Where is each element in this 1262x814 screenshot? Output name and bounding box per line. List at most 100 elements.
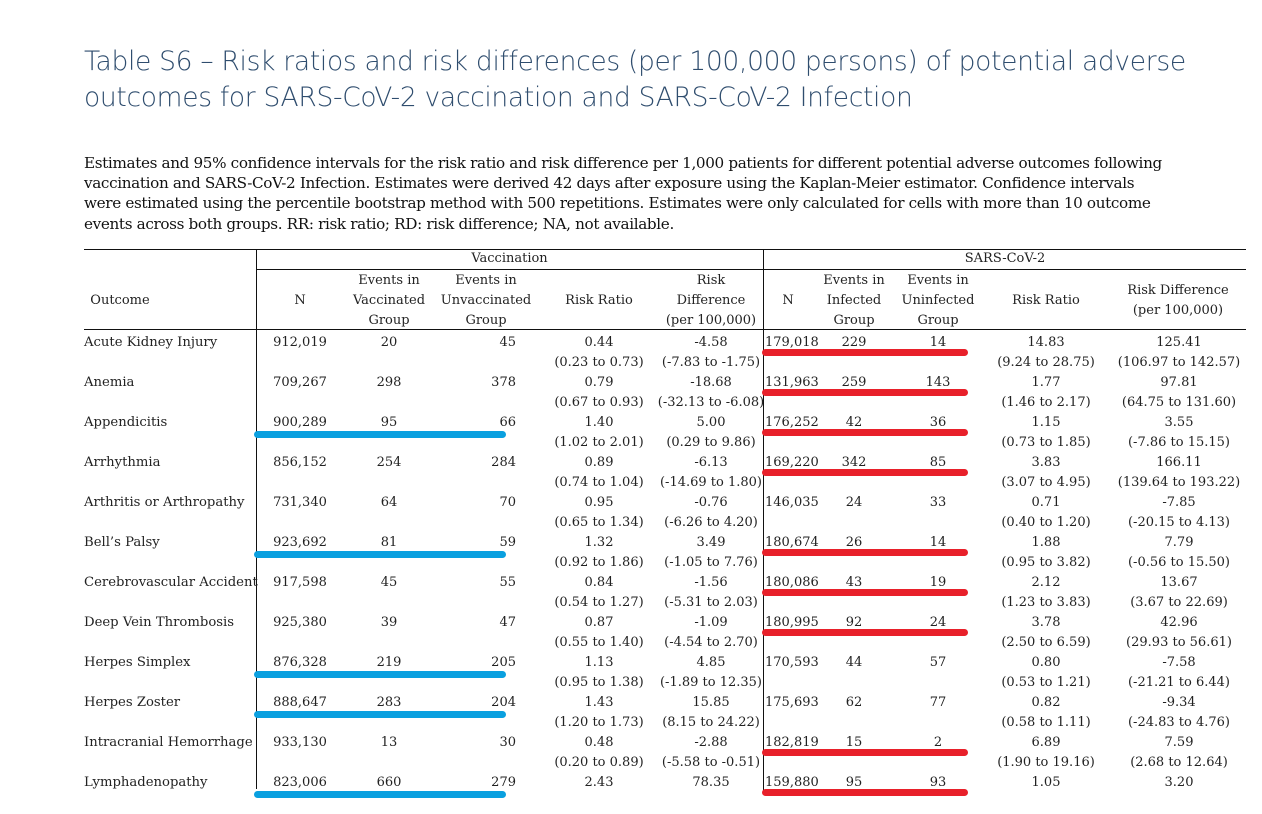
vax-risk-difference-ci-cell: (-1.05 to 7.76): [664, 555, 758, 570]
vax-risk-ratio-ci-cell: (1.02 to 2.01): [554, 435, 644, 450]
events-unvaccinated-cell: 30: [499, 735, 516, 750]
inf-risk-ratio-cell: 3.78: [1031, 615, 1061, 630]
events-uninfected-cell: 93: [929, 775, 947, 790]
outcome-cell: Intracranial Hemorrhage: [84, 735, 253, 750]
outcome-cell: Bell’s Palsy: [84, 535, 160, 550]
outcome-cell: Cerebrovascular Accident: [84, 575, 258, 590]
header-line: Infected: [826, 293, 882, 308]
inf-risk-ratio-ci-cell: (1.46 to 2.17): [1001, 395, 1091, 410]
vax-risk-difference-cell: 3.49: [696, 535, 726, 550]
events-infected-cell: 342: [841, 455, 867, 470]
header-line: Events in: [907, 273, 969, 288]
column-header-vax-risk-difference: Risk Difference (per 100,000): [659, 271, 763, 331]
header-line: Group: [833, 313, 875, 328]
vax-n-cell: 876,328: [273, 655, 327, 670]
column-header-inf-n: N: [782, 293, 794, 308]
events-infected-cell: 62: [845, 695, 863, 710]
events-uninfected-cell: 19: [929, 575, 947, 590]
inf-risk-difference-cell: 7.59: [1164, 735, 1194, 750]
header-line: Risk: [696, 273, 726, 288]
infection-highlight-underline: [762, 629, 968, 636]
vax-risk-difference-ci-cell: (-32.13 to -6.08): [657, 395, 765, 410]
vax-risk-ratio-ci-cell: (0.67 to 0.93): [554, 395, 644, 410]
vax-risk-difference-ci-cell: (-5.58 to -0.51): [661, 755, 761, 770]
inf-risk-ratio-ci-cell: (3.07 to 4.95): [1001, 475, 1091, 490]
vax-n-cell: 912,019: [273, 335, 327, 350]
vax-risk-ratio-cell: 1.32: [584, 535, 614, 550]
events-vaccinated-cell: 13: [380, 735, 398, 750]
header-line: Uninfected: [901, 293, 975, 308]
inf-risk-ratio-cell: 6.89: [1031, 735, 1061, 750]
inf-risk-ratio-ci-cell: (1.23 to 3.83): [1001, 595, 1091, 610]
vaccination-highlight-underline: [254, 791, 506, 798]
inf-risk-difference-cell: 97.81: [1160, 375, 1198, 390]
column-header-events-infected: Events in Infected Group: [816, 271, 892, 331]
outcome-cell: Deep Vein Thrombosis: [84, 615, 235, 630]
events-uninfected-cell: 14: [929, 335, 947, 350]
inf-n-cell: 180,995: [765, 615, 819, 630]
inf-risk-ratio-cell: 1.05: [1031, 775, 1061, 790]
outcome-cell: Arthritis or Arthropathy: [84, 495, 245, 510]
inf-n-cell: 182,819: [765, 735, 819, 750]
outcome-divider-body: [256, 329, 257, 789]
inf-risk-difference-ci-cell: (29.93 to 56.61): [1126, 635, 1232, 650]
events-infected-cell: 43: [845, 575, 863, 590]
events-uninfected-cell: 2: [933, 735, 943, 750]
table-title: Table S6 – Risk ratios and risk differen…: [84, 46, 1186, 113]
inf-risk-ratio-cell: 3.83: [1031, 455, 1061, 470]
inf-risk-difference-cell: 166.11: [1156, 455, 1202, 470]
inf-risk-difference-ci-cell: (-21.21 to 6.44): [1127, 675, 1230, 690]
inf-risk-difference-ci-cell: (-7.86 to 15.15): [1127, 435, 1230, 450]
inf-risk-ratio-ci-cell: (0.53 to 1.21): [1001, 675, 1091, 690]
infection-highlight-underline: [762, 389, 968, 396]
outcome-cell: Herpes Zoster: [84, 695, 181, 710]
events-unvaccinated-cell: 279: [491, 775, 516, 790]
inf-risk-difference-ci-cell: (106.97 to 142.57): [1117, 355, 1241, 370]
header-line: Events in: [358, 273, 420, 288]
infection-highlight-underline: [762, 749, 968, 756]
events-infected-cell: 95: [845, 775, 863, 790]
events-unvaccinated-cell: 45: [499, 335, 516, 350]
events-vaccinated-cell: 298: [376, 375, 402, 390]
events-uninfected-cell: 143: [925, 375, 951, 390]
table-caption: Estimates and 95% confidence intervals f…: [84, 154, 1162, 233]
vax-risk-difference-ci-cell: (-6.26 to 4.20): [664, 515, 758, 530]
inf-risk-difference-cell: 42.96: [1160, 615, 1198, 630]
group-header-sars-cov-2: SARS-CoV-2: [964, 251, 1046, 266]
inf-n-cell: 169,220: [765, 455, 819, 470]
events-vaccinated-cell: 219: [376, 655, 402, 670]
column-header-events-unvaccinated: Events in Unvaccinated Group: [436, 271, 536, 331]
vax-risk-ratio-cell: 2.43: [584, 775, 614, 790]
events-vaccinated-cell: 20: [380, 335, 398, 350]
events-unvaccinated-cell: 55: [499, 575, 516, 590]
events-vaccinated-cell: 81: [380, 535, 398, 550]
inf-risk-difference-ci-cell: (64.75 to 131.60): [1121, 395, 1237, 410]
events-uninfected-cell: 33: [929, 495, 947, 510]
vax-risk-ratio-ci-cell: (0.65 to 1.34): [554, 515, 644, 530]
vax-risk-ratio-cell: 0.79: [584, 375, 614, 390]
vax-risk-ratio-ci-cell: (1.20 to 1.73): [554, 715, 644, 730]
inf-n-cell: 176,252: [765, 415, 819, 430]
events-infected-cell: 15: [845, 735, 863, 750]
inf-risk-ratio-cell: 0.80: [1031, 655, 1061, 670]
inf-risk-ratio-cell: 1.15: [1031, 415, 1061, 430]
inf-risk-difference-cell: 13.67: [1160, 575, 1198, 590]
vax-risk-ratio-cell: 0.44: [584, 335, 614, 350]
column-header-events-uninfected: Events in Uninfected Group: [898, 271, 978, 331]
inf-n-cell: 170,593: [765, 655, 819, 670]
vax-risk-ratio-ci-cell: (0.92 to 1.86): [554, 555, 644, 570]
events-infected-cell: 229: [841, 335, 867, 350]
inf-n-cell: 175,693: [765, 695, 819, 710]
inf-risk-ratio-ci-cell: (0.73 to 1.85): [1001, 435, 1091, 450]
events-vaccinated-cell: 254: [376, 455, 402, 470]
table-top-rule: [84, 249, 1246, 250]
outcome-cell: Anemia: [84, 375, 135, 390]
events-uninfected-cell: 57: [929, 655, 947, 670]
events-uninfected-cell: 24: [929, 615, 947, 630]
vax-risk-difference-ci-cell: (-5.31 to 2.03): [664, 595, 758, 610]
vax-risk-ratio-ci-cell: (0.55 to 1.40): [554, 635, 644, 650]
outcome-cell: Herpes Simplex: [84, 655, 191, 670]
inf-risk-ratio-ci-cell: (2.50 to 6.59): [1001, 635, 1091, 650]
vax-risk-difference-ci-cell: (-4.54 to 2.70): [664, 635, 758, 650]
infection-highlight-underline: [762, 789, 968, 796]
